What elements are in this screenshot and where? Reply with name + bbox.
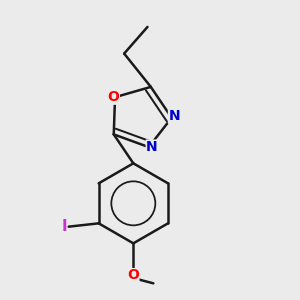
Text: N: N [146, 140, 158, 154]
Text: O: O [107, 90, 119, 104]
Text: N: N [169, 109, 180, 123]
Text: O: O [128, 268, 139, 282]
Text: I: I [61, 219, 67, 234]
